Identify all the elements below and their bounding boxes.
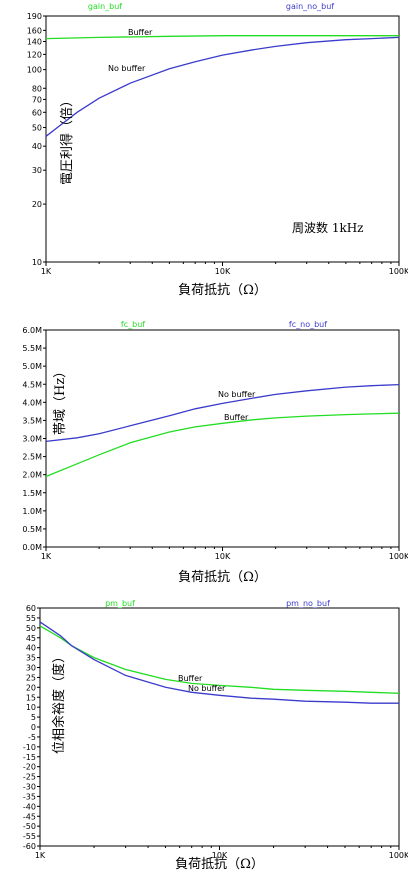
x-axis-title: 負荷抵抗（Ω） — [178, 570, 267, 585]
y-tick-label: 190 — [27, 12, 42, 21]
y-tick-label: -5 — [28, 733, 36, 742]
y-tick-label: 35 — [26, 654, 36, 663]
y-tick-label: 50 — [26, 624, 36, 633]
y-tick-label: 40 — [26, 644, 36, 653]
y-tick-label: 5 — [31, 713, 36, 722]
x-tick-label: 100K — [389, 267, 408, 276]
y-tick-label: -10 — [23, 743, 36, 752]
y-tick-label: 5.5M — [22, 344, 42, 353]
y-tick-label: 4.0M — [22, 398, 42, 407]
legend-gain_buf: gain_buf — [88, 2, 122, 11]
y-tick-label: 4.5M — [22, 380, 42, 389]
y-tick-label: 0 — [31, 723, 36, 732]
annotation-buffer: Buffer — [178, 674, 203, 683]
y-tick-label: 40 — [32, 142, 42, 151]
x-tick-label: 1K — [35, 851, 46, 860]
y-tick-label: 30 — [26, 664, 36, 673]
chart-2: 0.0M 0.5M 1.0M 1.5M 2.0M 2.5M 3.0M 3.5M 4.0M 4.5M… — [22, 320, 408, 585]
y-tick-label: -60 — [23, 842, 36, 851]
annotation-no-buffer: No buffer — [108, 64, 146, 73]
legend-pm_no_buf: pm_no_buf — [286, 599, 330, 608]
y-axis-title: 帯域（Hz） — [53, 365, 68, 435]
y-tick-label: 10 — [26, 703, 36, 712]
x-tick-label: 1K — [41, 552, 52, 561]
y-tick-label: 2.5M — [22, 453, 42, 462]
series-pm_no_buf — [39, 621, 399, 704]
y-tick-label: -50 — [23, 822, 36, 831]
y-tick-label: 100 — [27, 66, 42, 75]
y-tick-label: 70 — [32, 95, 42, 104]
y-tick-label: -30 — [23, 783, 36, 792]
series-gain_no_buf — [45, 36, 400, 137]
x-tick-label: 10K — [215, 552, 231, 561]
legend-gain_no_buf: gain_no_buf — [286, 2, 334, 11]
series-gain_buf — [45, 35, 399, 40]
series-fc_buf — [45, 412, 400, 478]
x-axis-title: 負荷抵抗（Ω） — [178, 283, 267, 298]
y-tick-label: 55 — [26, 614, 36, 623]
plot-frame — [39, 607, 400, 847]
x-tick-label: 100K — [389, 851, 408, 860]
series-fc_no_buf — [45, 383, 400, 443]
y-tick-label: -15 — [23, 753, 36, 762]
legend-fc_no_buf: fc_no_buf — [289, 320, 327, 329]
y-tick-label: -55 — [23, 832, 36, 841]
y-tick-label: 20 — [26, 683, 36, 692]
x-tick-label: 10K — [212, 851, 228, 860]
y-tick-label: 60 — [26, 604, 36, 613]
plot-frame — [45, 329, 400, 548]
annotation-buffer: Buffer — [128, 28, 153, 37]
y-tick-label: 120 — [27, 50, 42, 59]
y-tick-label: 15 — [26, 693, 36, 702]
y-tick-label: -45 — [23, 812, 36, 821]
y-axis-title: 電圧利得（倍） — [59, 94, 75, 185]
y-tick-label: 1.5M — [22, 489, 42, 498]
chart-1: 10 20 30 40 50 60 70 80 100 120 140 160 190 1K 10K 100K… — [27, 2, 408, 298]
y-tick-label: 50 — [32, 124, 42, 133]
annotation-buffer: Buffer — [224, 413, 249, 422]
y-tick-label: 80 — [32, 84, 42, 93]
chart-3: -60-55-50-45-40-35-30-25-20-15-10-505101… — [23, 599, 408, 872]
y-tick-label: -40 — [23, 802, 36, 811]
y-tick-label: 3.5M — [22, 416, 42, 425]
y-tick-label: 140 — [27, 38, 42, 47]
legend-pm_buf: pm_buf — [105, 599, 135, 608]
y-tick-label: -20 — [23, 763, 36, 772]
y-tick-label: 2.0M — [22, 471, 42, 480]
y-tick-label: 3.0M — [22, 435, 42, 444]
annotation-no-buffer: No buffer — [218, 390, 256, 399]
y-tick-label: 0.0M — [22, 543, 42, 552]
y-axis-title: 位相余裕度（度） — [51, 650, 67, 754]
y-tick-label: 30 — [32, 166, 42, 175]
y-tick-label: 45 — [26, 634, 36, 643]
y-tick-label: -35 — [23, 792, 36, 801]
x-tick-label: 10K — [215, 267, 231, 276]
legend-fc_buf: fc_buf — [121, 320, 145, 329]
y-tick-label: 160 — [27, 26, 42, 35]
annotation-no-buffer: No buffer — [188, 684, 226, 693]
y-tick-label: 60 — [32, 108, 42, 117]
y-tick-label: 1.0M — [22, 507, 42, 516]
x-tick-label: 100K — [389, 552, 408, 561]
y-tick-label: 6.0M — [22, 326, 42, 335]
x-tick-label: 1K — [41, 267, 52, 276]
y-tick-label: 20 — [32, 200, 42, 209]
y-tick-label: 25 — [26, 673, 36, 682]
x-axis-title: 負荷抵抗（Ω） — [175, 857, 264, 872]
frequency-note: 周波数 1kHz — [292, 220, 364, 235]
y-tick-label: -25 — [23, 773, 36, 782]
y-tick-label: 10 — [32, 258, 42, 267]
y-tick-label: 0.5M — [22, 525, 42, 534]
y-tick-label: 5.0M — [22, 362, 42, 371]
